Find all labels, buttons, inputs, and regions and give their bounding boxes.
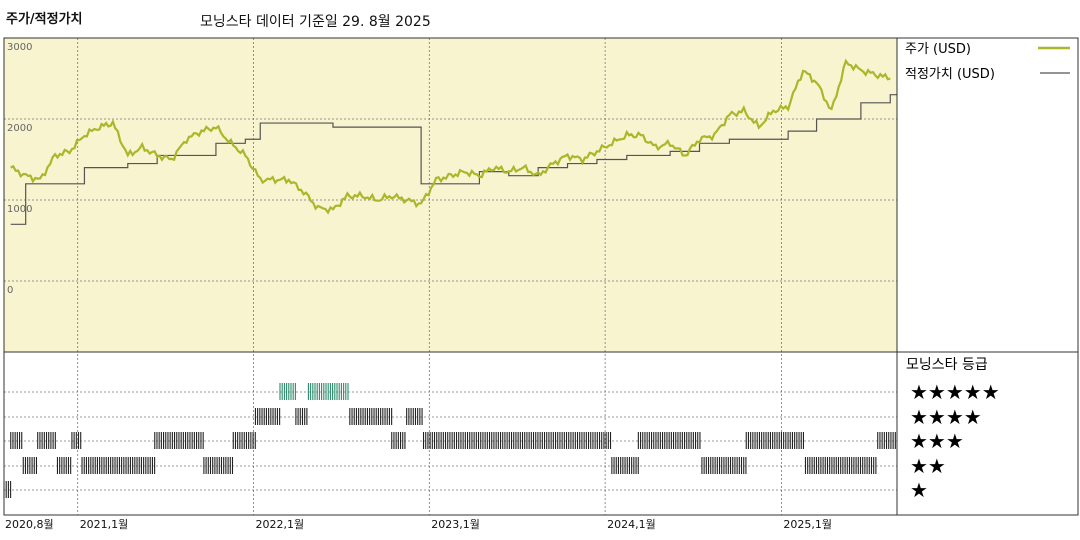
y-tick-label: 3000 [7, 42, 32, 53]
rating-segment-5-star [279, 383, 296, 400]
rating-stars-2: ★★ [910, 454, 946, 478]
chart-title: 주가/적정가치 [6, 12, 83, 27]
rating-segment-3-star [71, 432, 82, 449]
x-tick-label: 2022,1월 [256, 518, 305, 531]
rating-segment-4-star [406, 408, 423, 425]
rating-segment-3-star [745, 432, 804, 449]
rating-segment-3-star [422, 432, 612, 449]
x-tick-label: 2020,8월 [5, 518, 54, 531]
y-tick-label: 1000 [7, 204, 32, 215]
rating-segment-3-star [10, 432, 23, 449]
y-tick-label: 2000 [7, 123, 32, 134]
rating-segment-2-star [22, 457, 38, 474]
data-date-subtitle: 모닝스타 데이터 기준일 29. 8월 2025 [200, 14, 431, 30]
rating-segment-2-star [611, 457, 639, 474]
fair-value-line [10, 94, 897, 225]
rating-segment-3-star [37, 432, 56, 449]
rating-stars-5: ★★★★★ [910, 380, 1000, 404]
rating-stars-4: ★★★★ [910, 405, 982, 429]
rating-segment-3-star [154, 432, 204, 449]
x-tick-label: 2024,1월 [607, 518, 656, 531]
x-tick-label: 2025,1월 [783, 518, 832, 531]
rating-segment-2-star [203, 457, 234, 474]
x-tick-label: 2023,1월 [431, 518, 480, 531]
plot-background [4, 38, 897, 352]
rating-segment-4-star [254, 408, 281, 425]
rating-stars-1: ★ [910, 478, 928, 502]
rating-segment-3-star [877, 432, 896, 449]
rating-segment-2-star [804, 457, 877, 474]
rating-segment-5-star [307, 383, 349, 400]
price-line [10, 58, 891, 215]
rating-segment-2-star [81, 457, 156, 474]
y-tick-label: 0 [7, 285, 13, 296]
legend-fair-value-label: 적정가치 (USD) [905, 67, 995, 82]
rating-segment-3-star [637, 432, 701, 449]
rating-segment-2-star [701, 457, 747, 474]
legend-price-label: 주가 (USD) [905, 42, 971, 57]
rating-segment-4-star [349, 408, 393, 425]
rating-segment-2-star [56, 457, 72, 474]
rating-segment-3-star [232, 432, 256, 449]
rating-legend-title: 모닝스타 등급 [906, 357, 988, 373]
x-tick-label: 2021,1월 [80, 518, 129, 531]
rating-segment-3-star [391, 432, 406, 449]
rating-segment-4-star [295, 408, 308, 425]
rating-segment-1-star [3, 481, 12, 498]
rating-stars-3: ★★★ [910, 429, 964, 453]
chart-frame [3, 37, 1079, 516]
